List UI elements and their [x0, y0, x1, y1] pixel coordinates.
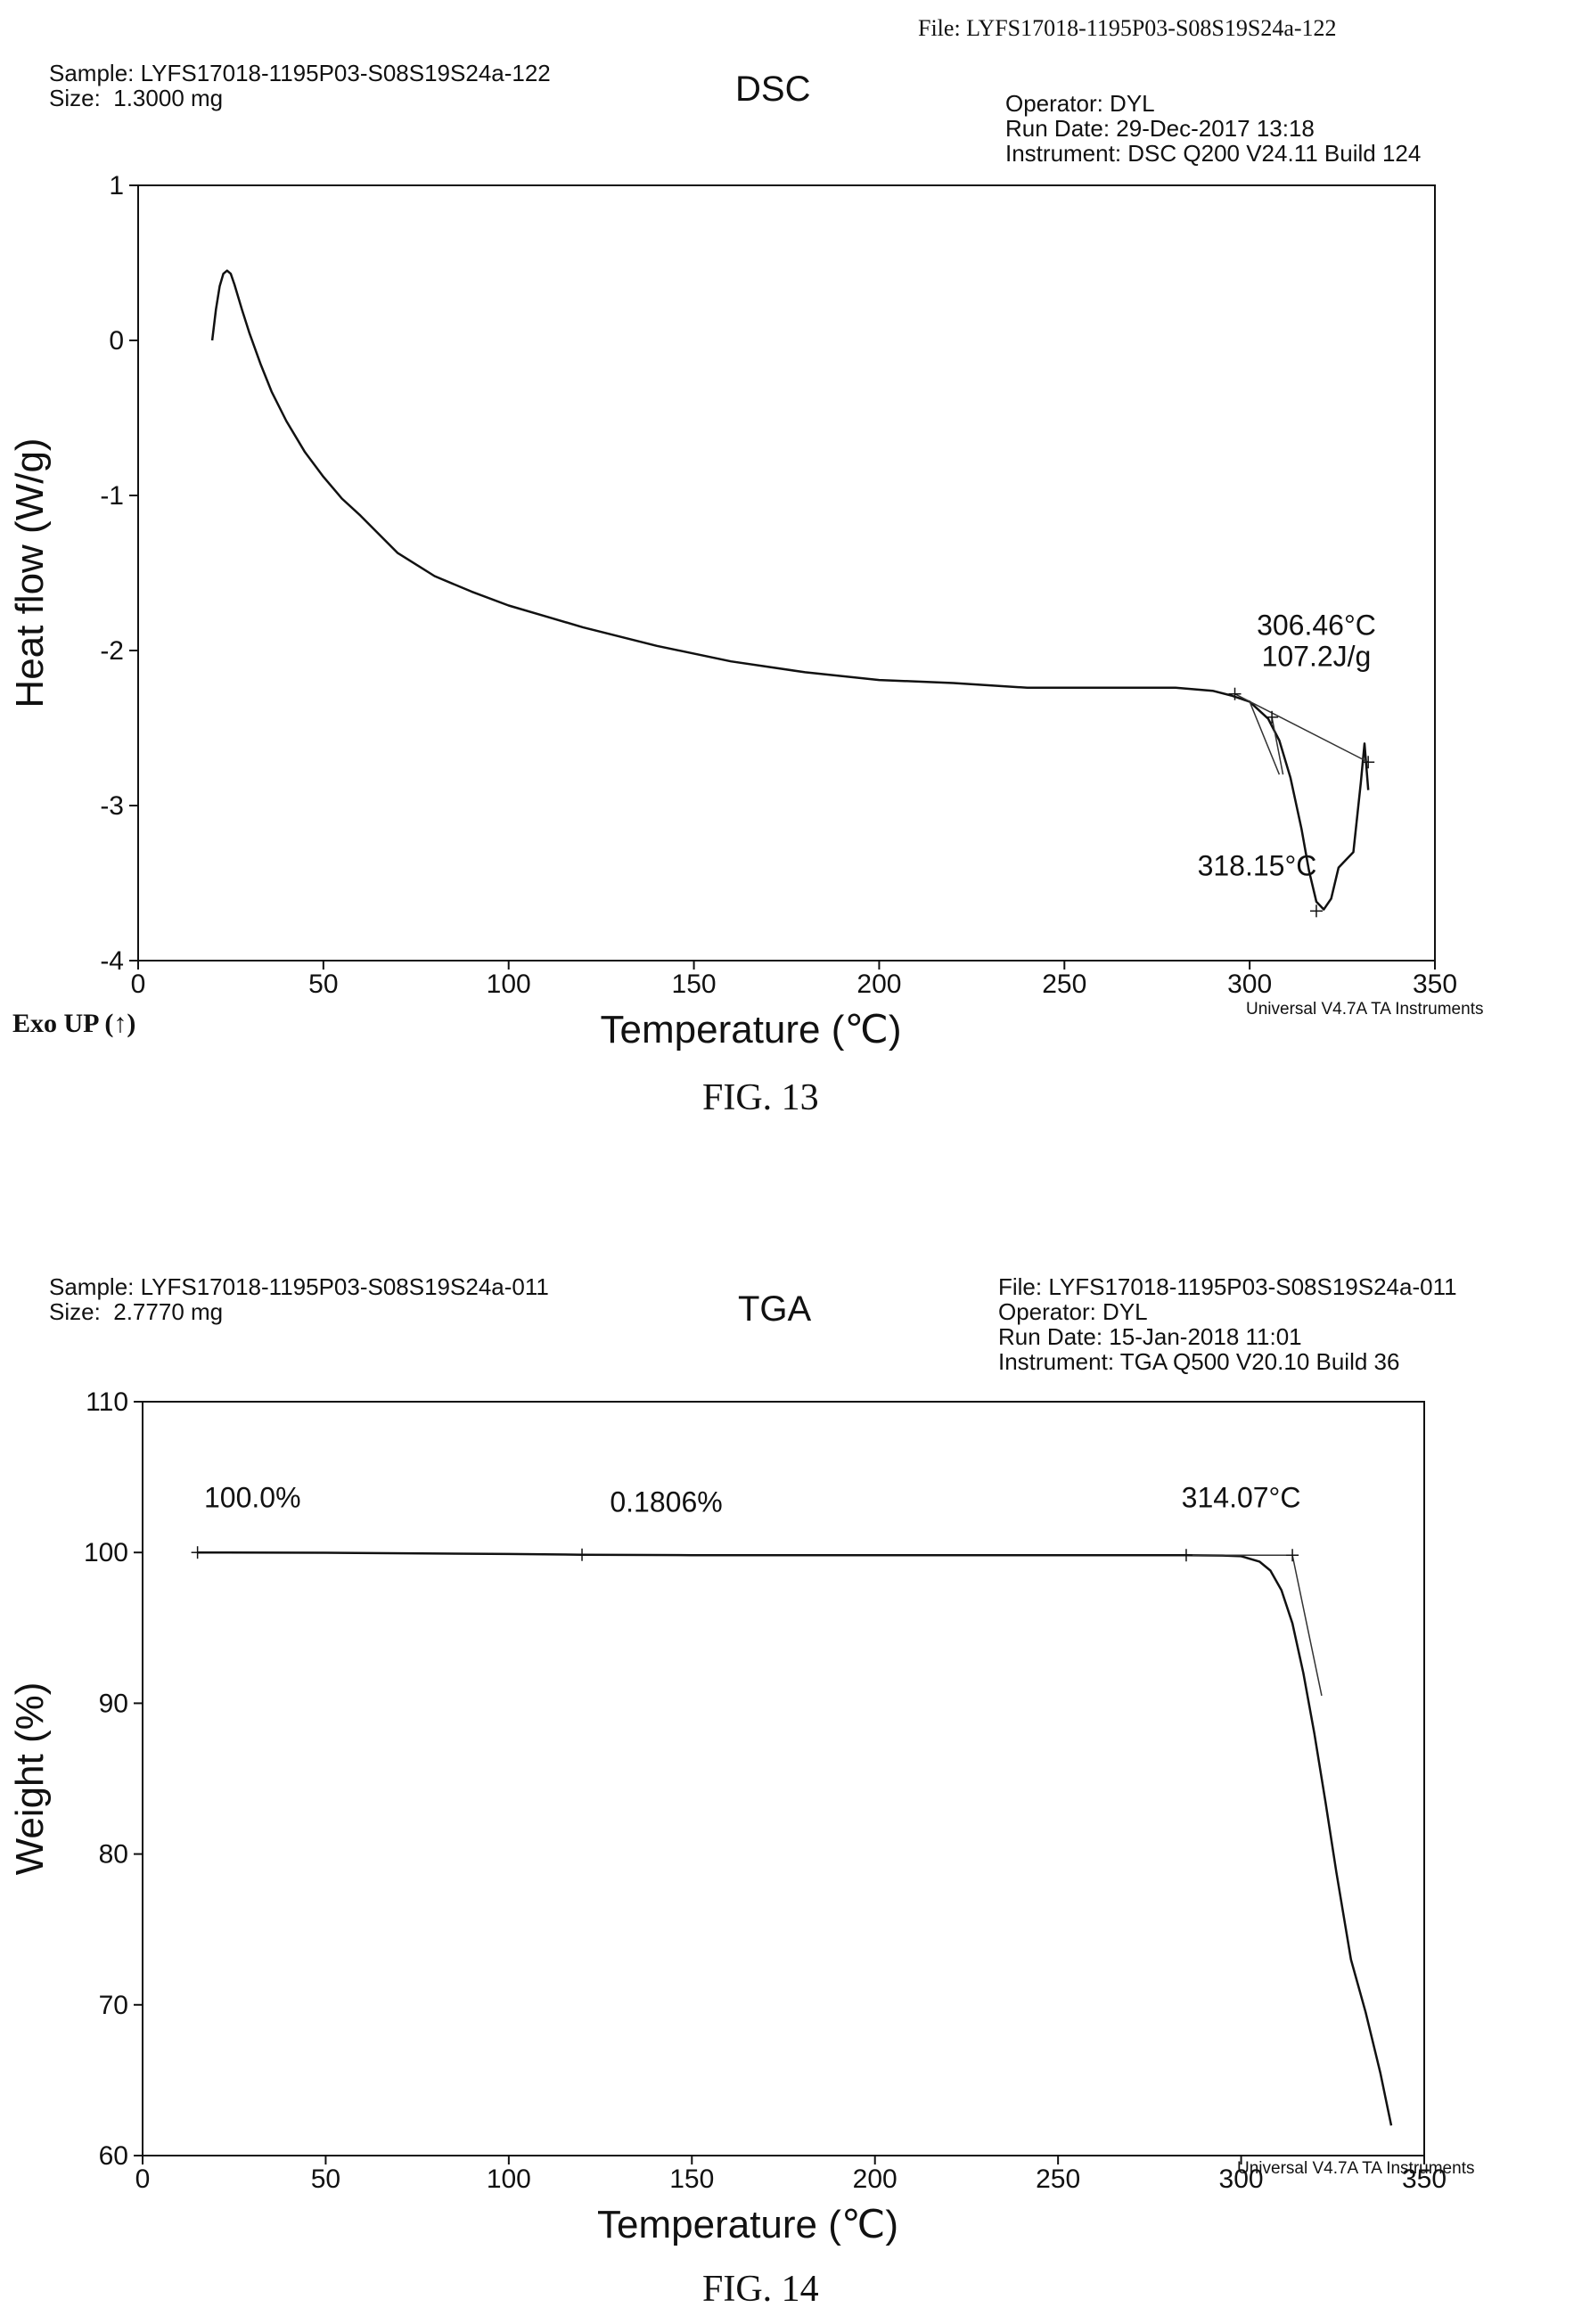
- tga-x-tick-label: 200: [853, 2164, 897, 2194]
- tga-x-tick-label: 250: [1036, 2164, 1080, 2194]
- dsc-x-tick-label: 300: [1227, 970, 1272, 999]
- fig14-caption: FIG. 14: [702, 2269, 819, 2310]
- tga-plot-frame: [142, 1401, 1425, 2156]
- dsc-y-tick-label: -3: [100, 791, 124, 821]
- tga-y-tick-label: 100: [84, 1538, 128, 1567]
- dsc-y-tick-label: -1: [100, 481, 124, 511]
- dsc-title: DSC: [735, 70, 811, 109]
- exo-up-note: Exo UP (↑): [12, 1009, 136, 1038]
- tga-x-tick-label: 350: [1402, 2164, 1447, 2194]
- tga-annotation: 100.0%: [204, 1481, 301, 1513]
- dsc-size-label: Size: 1.3000 mg: [49, 85, 224, 111]
- tga-x-tick-label: 0: [135, 2164, 151, 2194]
- dsc-y-tick-label: -2: [100, 636, 124, 666]
- tga-y-tick-label: 70: [99, 1991, 128, 2020]
- dsc-annotation: 107.2J/g: [1262, 640, 1372, 672]
- tga-x-tick-label: 300: [1219, 2164, 1264, 2194]
- tga-chart: 0 50 100 150 200 250 300 350 110 100 90 80 70 60 Tempe…: [8, 1387, 1447, 2246]
- dsc-figure: File: LYFS17018-1195P03-S08S19S24a-122 S…: [0, 0, 1590, 1158]
- dsc-series-line: [210, 269, 1370, 911]
- dsc-y-axis-label: Heat flow (W/g): [8, 438, 52, 708]
- tga-x-tick-label: 50: [311, 2164, 340, 2194]
- dsc-x-tick-label: 250: [1042, 970, 1086, 999]
- dsc-chart: 0 50 100 150 200 250 300 350 1 0 -1 -2 -3 -4 Temperatu…: [8, 171, 1457, 1052]
- dsc-plot-frame: [137, 184, 1436, 962]
- tga-y-tick-label: 80: [99, 1840, 128, 1870]
- tga-y-tick-label: 110: [86, 1387, 128, 1417]
- tga-instrument-label: Instrument: TGA Q500 V20.10 Build 36: [998, 1348, 1400, 1375]
- dsc-x-tick-label: 200: [856, 970, 901, 999]
- tga-baseline-construction-line: [1291, 1555, 1323, 1697]
- tga-x-tick-label: 100: [487, 2164, 531, 2194]
- dsc-file-label: File: LYFS17018-1195P03-S08S19S24a-122: [918, 15, 1337, 41]
- dsc-x-tick-label: 50: [308, 970, 338, 999]
- dsc-footer: Universal V4.7A TA Instruments: [1246, 1000, 1484, 1019]
- dsc-x-tick-label: 150: [672, 970, 717, 999]
- tga-x-axis-label: Temperature (℃): [597, 2203, 898, 2246]
- tga-figure: Sample: LYFS17018-1195P03-S08S19S24a-011…: [0, 1243, 1590, 2324]
- tga-x-tick-label: 150: [669, 2164, 714, 2194]
- tga-annotation: 314.07°C: [1182, 1481, 1301, 1513]
- dsc-baseline-construction-line: [1234, 693, 1369, 763]
- dsc-sample-label: Sample: LYFS17018-1195P03-S08S19S24a-122: [49, 60, 551, 86]
- tga-series-line: [197, 1551, 1393, 2126]
- tga-size-label: Size: 2.7770 mg: [49, 1298, 224, 1325]
- dsc-instrument-label: Instrument: DSC Q200 V24.11 Build 124: [1005, 140, 1422, 167]
- dsc-annotation: 306.46°C: [1257, 610, 1376, 642]
- tga-title: TGA: [738, 1289, 812, 1329]
- tga-operator-label: Operator: DYL: [998, 1298, 1148, 1325]
- dsc-y-tick-label: -4: [100, 946, 124, 976]
- dsc-x-tick-label: 100: [487, 970, 531, 999]
- dsc-x-tick-label: 0: [131, 970, 146, 999]
- dsc-operator-label: Operator: DYL: [1005, 90, 1155, 117]
- tga-run-date-label: Run Date: 15-Jan-2018 11:01: [998, 1323, 1302, 1350]
- tga-sample-label: Sample: LYFS17018-1195P03-S08S19S24a-011: [49, 1273, 549, 1300]
- dsc-annotation: 318.15°C: [1198, 849, 1317, 881]
- dsc-baseline-construction-line: [1249, 701, 1281, 775]
- dsc-y-tick-label: 0: [109, 326, 124, 356]
- tga-y-axis-label: Weight (%): [8, 1682, 52, 1876]
- tga-y-tick-label: 90: [99, 1689, 128, 1718]
- dsc-x-tick-label: 350: [1413, 970, 1457, 999]
- tga-y-tick-label: 60: [99, 2141, 128, 2171]
- fig13-caption: FIG. 13: [702, 1077, 819, 1118]
- tga-annotation: 0.1806%: [610, 1486, 722, 1518]
- dsc-baseline-construction-line: [1271, 716, 1284, 775]
- dsc-y-tick-label: 1: [109, 171, 124, 200]
- dsc-run-date-label: Run Date: 29-Dec-2017 13:18: [1005, 115, 1315, 142]
- tga-footer: Universal V4.7A TA Instruments: [1237, 2159, 1475, 2178]
- tga-file-label: File: LYFS17018-1195P03-S08S19S24a-011: [998, 1273, 1457, 1300]
- dsc-x-axis-label: Temperature (℃): [601, 1008, 902, 1052]
